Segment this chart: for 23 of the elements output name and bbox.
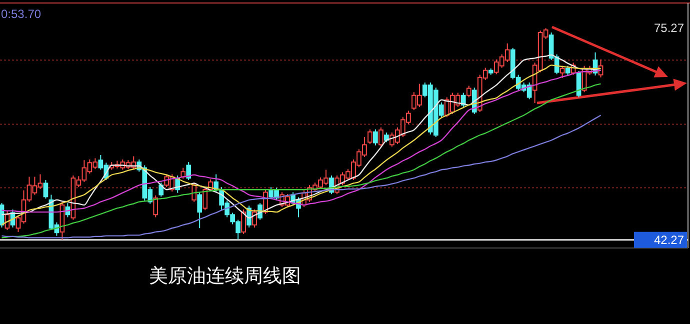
y-tick-label: 75.27 xyxy=(654,21,684,36)
candlestick xyxy=(560,65,565,79)
candlestick xyxy=(373,128,378,146)
candlestick xyxy=(158,182,164,198)
candlestick xyxy=(384,132,389,143)
annotation: 0:53.70 xyxy=(1,7,42,21)
candlestick xyxy=(43,180,48,200)
candlestick xyxy=(241,209,246,234)
candlestick xyxy=(378,126,384,148)
candlestick xyxy=(192,182,197,202)
candlestick xyxy=(368,128,372,145)
candlestick xyxy=(153,194,158,218)
candlestick xyxy=(460,92,466,108)
line-series xyxy=(1,114,602,238)
candlestick xyxy=(197,192,202,229)
y-tick-label: 42.27 xyxy=(654,232,684,247)
candlestick xyxy=(466,85,472,98)
text: 美原油连续周线图 xyxy=(149,265,301,287)
candlestick xyxy=(202,186,208,211)
candlestick xyxy=(252,209,257,228)
candlestick xyxy=(180,167,186,180)
candlestick xyxy=(565,65,570,76)
candlestick xyxy=(186,162,192,181)
